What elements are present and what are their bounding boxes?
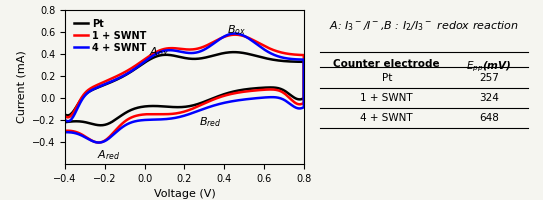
- 1 + SWNT: [62, 115, 68, 118]
- Pt: [62, 121, 68, 123]
- Text: 4 + SWNT: 4 + SWNT: [361, 113, 413, 123]
- Pt: [147, 58, 153, 61]
- 4 + SWNT: [147, 57, 153, 59]
- 1 + SWNT: [257, 89, 264, 91]
- 1 + SWNT: [185, 48, 191, 51]
- Text: A$_{red}$: A$_{red}$: [97, 148, 121, 162]
- Text: 257: 257: [479, 73, 498, 83]
- Line: 1 + SWNT: 1 + SWNT: [65, 35, 304, 143]
- 1 + SWNT: [232, 33, 238, 36]
- Line: Pt: Pt: [65, 52, 304, 125]
- Text: Pt: Pt: [382, 73, 392, 83]
- Text: 1 + SWNT: 1 + SWNT: [361, 93, 413, 103]
- Pt: [257, 87, 264, 89]
- Pt: [279, 60, 286, 62]
- Pt: [62, 113, 68, 116]
- Text: Counter electrode: Counter electrode: [333, 59, 440, 69]
- Text: 324: 324: [479, 93, 498, 103]
- 4 + SWNT: [279, 56, 286, 59]
- Text: B$_{ox}$: B$_{ox}$: [226, 23, 246, 37]
- 4 + SWNT: [231, 32, 238, 35]
- 1 + SWNT: [179, 111, 186, 113]
- 4 + SWNT: [62, 131, 68, 133]
- X-axis label: Voltage (V): Voltage (V): [154, 189, 216, 199]
- Text: A: I$_3$$^-$/I$^-$,B : I$_2$/I$_3$$^-$ redox reaction: A: I$_3$$^-$/I$^-$,B : I$_2$/I$_3$$^-$ r…: [329, 19, 519, 33]
- Pt: [220, 93, 226, 96]
- Pt: [179, 106, 186, 108]
- Pt: [230, 51, 237, 53]
- Line: 4 + SWNT: 4 + SWNT: [65, 33, 304, 143]
- Y-axis label: Current (mA): Current (mA): [16, 51, 27, 123]
- 1 + SWNT: [220, 95, 226, 97]
- Text: $E_{pp}$(mV): $E_{pp}$(mV): [466, 59, 512, 74]
- 1 + SWNT: [62, 130, 68, 132]
- Text: A$_{ox}$: A$_{ox}$: [149, 45, 168, 59]
- 1 + SWNT: [279, 51, 286, 54]
- Text: 648: 648: [479, 113, 498, 123]
- Text: B$_{red}$: B$_{red}$: [199, 115, 222, 129]
- 4 + SWNT: [185, 52, 191, 54]
- 4 + SWNT: [257, 97, 264, 99]
- 4 + SWNT: [96, 141, 102, 144]
- 1 + SWNT: [96, 141, 102, 144]
- Pt: [98, 124, 104, 126]
- 4 + SWNT: [62, 119, 68, 121]
- 4 + SWNT: [179, 115, 186, 117]
- 4 + SWNT: [220, 102, 226, 104]
- Legend: Pt, 1 + SWNT, 4 + SWNT: Pt, 1 + SWNT, 4 + SWNT: [70, 15, 150, 57]
- Pt: [185, 57, 191, 60]
- 1 + SWNT: [147, 55, 153, 57]
